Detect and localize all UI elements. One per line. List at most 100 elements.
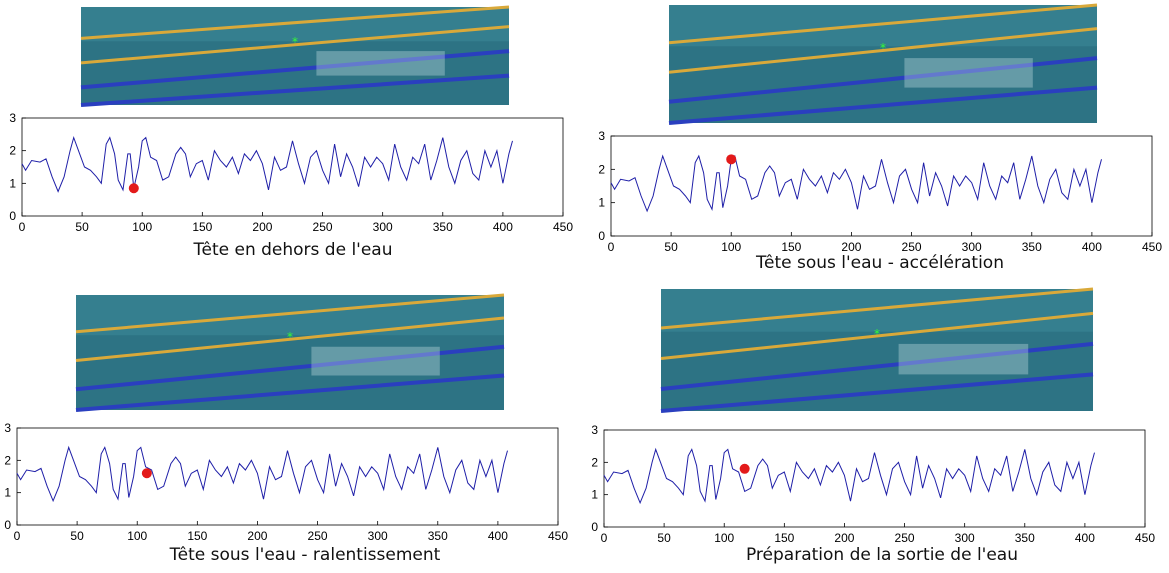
signal-line	[603, 447, 1095, 505]
x-tick-label: 200	[247, 529, 267, 543]
splash	[898, 343, 1029, 375]
x-tick-label: 450	[548, 529, 568, 543]
x-tick-label: 450	[1142, 240, 1162, 254]
lane-rope	[668, 27, 1098, 74]
tracker-mark: *	[292, 35, 298, 49]
y-tick-label: 3	[4, 421, 11, 435]
lane-rope	[660, 311, 1094, 361]
x-tick-label: 50	[75, 220, 89, 234]
y-tick-label: 3	[598, 129, 605, 143]
x-tick-label: 250	[895, 531, 915, 545]
lane-rope	[660, 372, 1094, 413]
x-tick-label: 0	[601, 531, 608, 545]
x-tick-label: 50	[70, 529, 84, 543]
lane-rope	[668, 56, 1098, 104]
lane-rope	[668, 85, 1098, 125]
x-tick-label: 150	[781, 240, 801, 254]
y-tick-label: 2	[4, 453, 11, 467]
current-point	[726, 154, 737, 165]
caption: Tête en dehors de l'eau	[193, 240, 393, 260]
x-tick-label: 0	[19, 220, 26, 234]
caption: Tête sous l'eau - accélération	[755, 253, 1004, 273]
x-tick-label: 400	[488, 529, 508, 543]
x-tick-label: 400	[493, 220, 513, 234]
x-tick-label: 150	[187, 529, 207, 543]
x-tick-label: 250	[902, 240, 922, 254]
x-tick-label: 300	[955, 531, 975, 545]
y-tick-label: 0	[591, 520, 598, 534]
lane-rope	[660, 341, 1094, 392]
pool-photo: *	[75, 293, 505, 412]
current-point	[739, 463, 750, 474]
x-tick-label: 350	[1022, 240, 1042, 254]
x-tick-label: 150	[774, 531, 794, 545]
y-tick-label: 2	[9, 144, 16, 158]
plot-frame	[21, 117, 564, 217]
lane-rope	[80, 5, 510, 40]
x-tick-label: 50	[664, 240, 678, 254]
plot-frame	[603, 429, 1146, 528]
x-tick-label: 250	[308, 529, 328, 543]
y-tick-label: 0	[598, 229, 605, 243]
lane-rope	[80, 73, 510, 107]
y-tick-label: 2	[598, 162, 605, 176]
splash	[316, 51, 445, 76]
x-tick-label: 100	[721, 240, 741, 254]
x-tick-label: 300	[373, 220, 393, 234]
x-tick-label: 300	[368, 529, 388, 543]
pool-photo: *	[668, 3, 1098, 125]
x-tick-label: 50	[657, 531, 671, 545]
x-tick-label: 450	[553, 220, 573, 234]
tracker-mark: *	[874, 327, 880, 341]
x-tick-label: 300	[962, 240, 982, 254]
x-tick-label: 200	[841, 240, 861, 254]
lane-rope	[75, 316, 505, 363]
caption: Tête sous l'eau - ralentissement	[169, 545, 441, 565]
signal-line	[16, 445, 508, 503]
y-tick-label: 0	[4, 518, 11, 532]
splash	[311, 346, 440, 376]
signal-line	[21, 135, 513, 193]
current-point	[141, 468, 152, 479]
x-tick-label: 150	[192, 220, 212, 234]
lane-rope	[75, 373, 505, 412]
y-tick-label: 3	[591, 423, 598, 437]
signal-line	[610, 154, 1102, 213]
x-tick-label: 100	[132, 220, 152, 234]
lane-rope	[80, 25, 510, 65]
x-tick-label: 100	[127, 529, 147, 543]
lane-rope	[75, 344, 505, 392]
current-point	[128, 183, 139, 194]
tracker-mark: *	[287, 330, 293, 344]
x-tick-label: 450	[1135, 531, 1155, 545]
x-tick-label: 350	[428, 529, 448, 543]
x-tick-label: 0	[14, 529, 21, 543]
splash	[904, 58, 1033, 88]
x-tick-label: 350	[1015, 531, 1035, 545]
x-tick-label: 200	[834, 531, 854, 545]
y-tick-label: 0	[9, 209, 16, 223]
lane-rope	[660, 287, 1094, 330]
y-tick-label: 1	[4, 486, 11, 500]
x-tick-label: 250	[313, 220, 333, 234]
x-tick-label: 400	[1082, 240, 1102, 254]
x-tick-label: 100	[714, 531, 734, 545]
x-tick-label: 0	[608, 240, 615, 254]
pool-photo: *	[80, 5, 510, 107]
lane-rope	[75, 293, 505, 334]
x-tick-label: 350	[433, 220, 453, 234]
tracker-mark: *	[880, 41, 886, 55]
plot-frame	[610, 135, 1153, 237]
lane-rope	[80, 49, 510, 90]
x-tick-label: 400	[1075, 531, 1095, 545]
y-tick-label: 1	[9, 176, 16, 190]
caption: Préparation de la sortie de l'eau	[746, 545, 1018, 565]
x-tick-label: 200	[252, 220, 272, 234]
pool-photo: *	[660, 287, 1094, 413]
plot-frame	[16, 427, 559, 526]
y-tick-label: 2	[591, 455, 598, 469]
y-tick-label: 1	[598, 196, 605, 210]
y-tick-label: 3	[9, 111, 16, 125]
y-tick-label: 1	[591, 488, 598, 502]
